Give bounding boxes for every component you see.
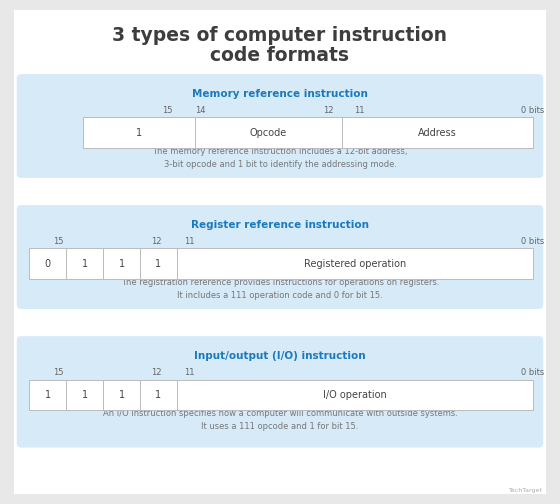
Text: 14: 14 [195,106,206,115]
Text: 12: 12 [324,106,334,115]
FancyBboxPatch shape [17,336,543,448]
Bar [103,248,140,279]
Text: 11: 11 [354,106,364,115]
Bar [177,380,533,410]
Text: 0: 0 [45,259,50,269]
Text: Opcode: Opcode [250,128,287,138]
Text: 1: 1 [45,390,50,400]
Text: TechTarget: TechTarget [510,488,543,493]
Bar [29,380,66,410]
Text: The memory reference instruction includes a 12-bit address,
3-bit opcode and 1 b: The memory reference instruction include… [152,147,408,169]
Text: 1: 1 [82,259,87,269]
Text: Address: Address [418,128,457,138]
Bar [29,248,66,279]
Text: 1: 1 [156,259,161,269]
Bar [342,117,533,148]
Text: 1: 1 [156,390,161,400]
Text: I/O operation: I/O operation [323,390,387,400]
Text: 15: 15 [162,106,172,115]
Text: 1: 1 [136,128,142,138]
Bar [66,380,103,410]
FancyBboxPatch shape [17,205,543,309]
Bar [195,117,342,148]
Bar [177,248,533,279]
Text: 1: 1 [119,390,124,400]
Text: 15: 15 [54,368,64,377]
Bar [83,117,195,148]
Text: 1: 1 [119,259,124,269]
Text: 3 types of computer instruction: 3 types of computer instruction [113,26,447,45]
Text: 12: 12 [152,237,162,246]
FancyBboxPatch shape [17,74,543,178]
Text: An I/O instruction specifies how a computer will communicate with outside system: An I/O instruction specifies how a compu… [102,409,458,431]
Text: 0 bits: 0 bits [521,237,545,246]
Text: 0 bits: 0 bits [521,106,545,115]
Text: 11: 11 [184,368,194,377]
Bar [66,248,103,279]
Text: 11: 11 [184,237,194,246]
Text: code formats: code formats [211,46,349,65]
Text: Register reference instruction: Register reference instruction [191,220,369,230]
Text: Memory reference instruction: Memory reference instruction [192,89,368,99]
Text: 12: 12 [152,368,162,377]
Bar [140,248,177,279]
Text: The registration reference provides instructions for operations on registers.
It: The registration reference provides inst… [121,278,439,300]
Bar [140,380,177,410]
Text: 0 bits: 0 bits [521,368,545,377]
Text: Registered operation: Registered operation [304,259,406,269]
Text: 1: 1 [82,390,87,400]
Text: 15: 15 [54,237,64,246]
Text: Input/output (I/O) instruction: Input/output (I/O) instruction [194,351,366,361]
Bar [103,380,140,410]
